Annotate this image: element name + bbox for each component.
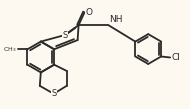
Text: S: S (62, 31, 67, 40)
Text: S: S (51, 89, 56, 98)
Text: NH: NH (109, 15, 123, 24)
Text: O: O (86, 8, 93, 17)
Text: CH$_3$: CH$_3$ (3, 45, 17, 54)
Text: Cl: Cl (171, 53, 180, 62)
